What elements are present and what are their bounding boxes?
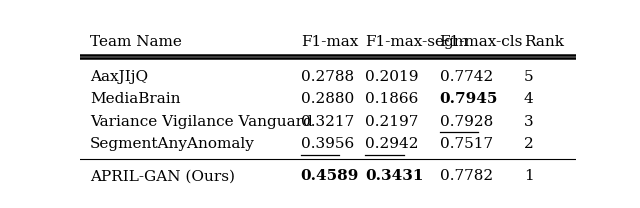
Text: 0.2880: 0.2880: [301, 92, 354, 106]
Text: 0.3431: 0.3431: [365, 169, 424, 183]
Text: 0.2019: 0.2019: [365, 70, 419, 84]
Text: 0.7742: 0.7742: [440, 70, 493, 84]
Text: 5: 5: [524, 70, 534, 84]
Text: Team Name: Team Name: [90, 35, 182, 49]
Text: AaxJIjQ: AaxJIjQ: [90, 70, 148, 84]
Text: 0.2788: 0.2788: [301, 70, 354, 84]
Text: 0.7782: 0.7782: [440, 169, 493, 183]
Text: 0.2942: 0.2942: [365, 137, 419, 151]
Text: APRIL-GAN (Ours): APRIL-GAN (Ours): [90, 169, 235, 183]
Text: 0.2197: 0.2197: [365, 115, 419, 129]
Text: MediaBrain: MediaBrain: [90, 92, 180, 106]
Text: F1-max-cls: F1-max-cls: [440, 35, 523, 49]
Text: 0.1866: 0.1866: [365, 92, 419, 106]
Text: 0.4589: 0.4589: [301, 169, 359, 183]
Text: 0.3956: 0.3956: [301, 137, 354, 151]
Text: F1-max: F1-max: [301, 35, 358, 49]
Text: 0.7928: 0.7928: [440, 115, 493, 129]
Text: Rank: Rank: [524, 35, 564, 49]
Text: 0.7945: 0.7945: [440, 92, 498, 106]
Text: 3: 3: [524, 115, 534, 129]
Text: 2: 2: [524, 137, 534, 151]
Text: 0.3217: 0.3217: [301, 115, 354, 129]
Text: 4: 4: [524, 92, 534, 106]
Text: 0.7517: 0.7517: [440, 137, 493, 151]
Text: Variance Vigilance Vanguard: Variance Vigilance Vanguard: [90, 115, 313, 129]
Text: SegmentAnyAnomaly: SegmentAnyAnomaly: [90, 137, 255, 151]
Text: F1-max-segm: F1-max-segm: [365, 35, 468, 49]
Text: 1: 1: [524, 169, 534, 183]
